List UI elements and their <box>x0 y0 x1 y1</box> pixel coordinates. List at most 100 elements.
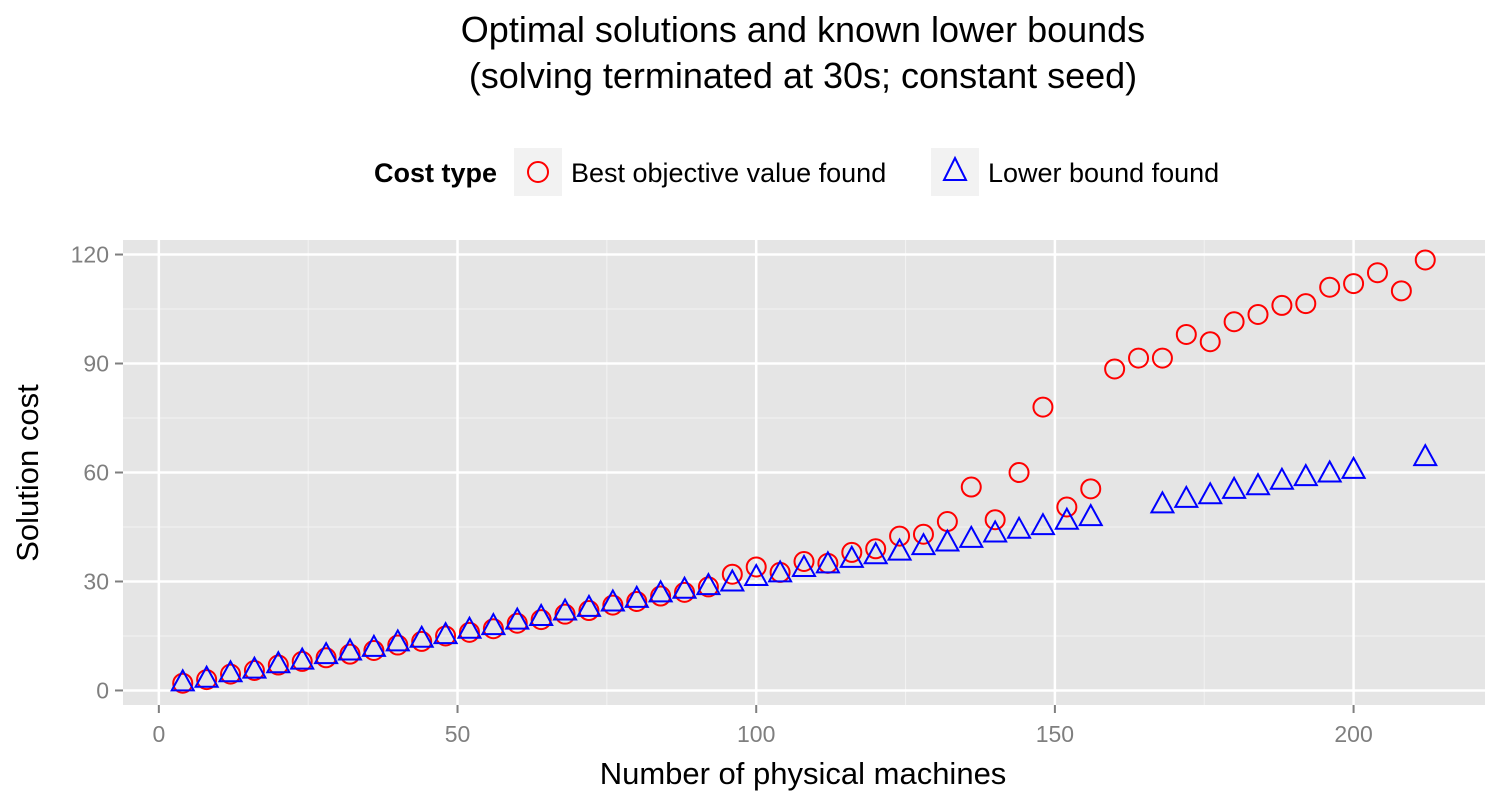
legend: Cost type Best objective value found Low… <box>374 148 1219 196</box>
point-best-objective <box>1414 249 1436 271</box>
point-best-objective <box>172 672 194 694</box>
point-best-objective <box>1199 331 1221 353</box>
point-lower-bound <box>647 579 674 603</box>
point-lower-bound <box>504 606 530 630</box>
x-tick-label: 50 <box>445 721 471 747</box>
point-lower-bound <box>265 650 292 674</box>
point-best-objective <box>363 640 385 662</box>
point-lower-bound <box>1006 515 1032 539</box>
point-best-objective <box>793 551 815 573</box>
point-best-objective <box>554 603 576 625</box>
y-tick-label: 30 <box>83 568 109 594</box>
point-lower-bound <box>1221 475 1247 499</box>
x-tick-label: 150 <box>1036 721 1074 747</box>
point-best-objective <box>1223 311 1245 333</box>
point-lower-bound <box>624 584 650 608</box>
point-best-objective <box>1151 347 1173 369</box>
legend-circle-icon <box>527 161 549 183</box>
point-lower-bound <box>385 628 411 652</box>
legend-key-circle-bg <box>514 148 562 196</box>
point-best-objective <box>1247 303 1269 325</box>
point-best-objective <box>1343 273 1365 295</box>
point-best-objective <box>650 585 672 607</box>
point-lower-bound <box>217 659 244 683</box>
point-best-objective <box>721 563 743 585</box>
grid-major <box>123 240 1485 705</box>
grid-minor <box>123 240 1485 705</box>
point-best-objective <box>578 600 600 622</box>
point-lower-bound <box>1054 506 1080 530</box>
point-best-objective <box>411 630 433 652</box>
point-best-objective <box>745 556 767 578</box>
point-lower-bound <box>934 528 961 552</box>
point-lower-bound <box>1173 484 1200 508</box>
series-lower-bound <box>170 443 1438 692</box>
point-lower-bound <box>528 602 554 626</box>
point-lower-bound <box>289 646 315 670</box>
legend-title: Cost type <box>374 158 497 188</box>
point-lower-bound <box>480 612 507 636</box>
point-best-objective <box>960 476 982 498</box>
x-tick-label: 200 <box>1334 721 1372 747</box>
point-best-objective <box>1271 294 1293 316</box>
legend-label-best: Best objective value found <box>571 158 886 188</box>
point-best-objective <box>1390 280 1412 302</box>
point-best-objective <box>1080 478 1102 500</box>
point-best-objective <box>1056 496 1078 518</box>
point-best-objective <box>602 594 624 616</box>
point-best-objective <box>196 669 218 691</box>
point-lower-bound <box>313 641 339 665</box>
point-lower-bound <box>767 559 793 583</box>
legend-key-triangle-bg <box>931 148 979 196</box>
point-lower-bound <box>910 532 937 556</box>
chart-subtitle: (solving terminated at 30s; constant see… <box>469 55 1137 96</box>
point-best-objective <box>1128 347 1150 369</box>
point-lower-bound <box>1293 463 1319 487</box>
point-best-objective <box>1175 323 1197 345</box>
y-axis-title: Solution cost <box>10 384 45 562</box>
point-best-objective <box>1295 293 1317 315</box>
point-lower-bound <box>839 544 865 568</box>
point-best-objective <box>315 647 337 669</box>
point-best-objective <box>984 509 1006 531</box>
x-axis: 0 50 100 150 200 <box>152 705 1373 747</box>
point-lower-bound <box>1316 459 1343 483</box>
point-lower-bound <box>241 655 268 679</box>
point-lower-bound <box>1078 503 1104 527</box>
point-lower-bound <box>743 562 769 587</box>
y-tick-label: 120 <box>71 242 109 268</box>
point-best-objective <box>506 612 528 634</box>
point-best-objective <box>482 618 504 640</box>
point-lower-bound <box>1149 490 1176 514</box>
point-best-objective <box>267 654 289 676</box>
point-best-objective <box>912 523 934 545</box>
point-lower-bound <box>719 568 746 592</box>
point-best-objective <box>1008 462 1030 483</box>
point-lower-bound <box>1412 443 1438 467</box>
point-lower-bound <box>193 664 220 688</box>
x-tick-label: 100 <box>737 721 775 747</box>
x-axis-title: Number of physical machines <box>600 756 1007 791</box>
point-lower-bound <box>1269 466 1295 490</box>
point-best-objective <box>435 625 457 647</box>
point-lower-bound <box>552 597 578 621</box>
y-tick-label: 0 <box>96 677 109 703</box>
point-best-objective <box>841 541 863 563</box>
point-lower-bound <box>791 553 817 577</box>
x-tick-label: 0 <box>152 721 165 747</box>
point-best-objective <box>291 650 313 672</box>
point-lower-bound <box>982 519 1008 543</box>
point-lower-bound <box>361 633 387 657</box>
point-best-objective <box>220 663 242 685</box>
point-lower-bound <box>1245 472 1271 496</box>
point-lower-bound <box>958 524 984 548</box>
point-best-objective <box>626 590 648 612</box>
point-best-objective <box>889 525 911 547</box>
y-tick-label: 90 <box>83 351 109 377</box>
point-best-objective <box>1366 262 1388 284</box>
chart-title: Optimal solutions and known lower bounds <box>461 9 1145 50</box>
point-best-objective <box>458 621 480 643</box>
point-lower-bound <box>170 668 196 692</box>
point-best-objective <box>697 576 719 598</box>
